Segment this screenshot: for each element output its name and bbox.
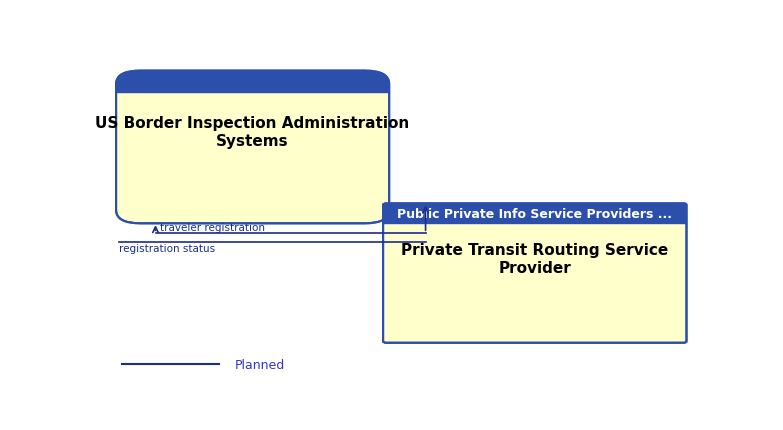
Text: traveler registration: traveler registration <box>161 222 265 232</box>
FancyBboxPatch shape <box>383 204 687 223</box>
Bar <box>116 81 389 93</box>
Text: Public Private Info Service Providers ...: Public Private Info Service Providers ..… <box>397 207 673 220</box>
Text: US Border Inspection Administration
Systems: US Border Inspection Administration Syst… <box>96 116 410 148</box>
FancyBboxPatch shape <box>116 71 389 224</box>
Text: registration status: registration status <box>119 244 215 254</box>
FancyBboxPatch shape <box>383 204 687 343</box>
Text: Planned: Planned <box>234 358 285 371</box>
Bar <box>383 212 687 223</box>
FancyBboxPatch shape <box>116 71 389 93</box>
Text: Private Transit Routing Service
Provider: Private Transit Routing Service Provider <box>401 243 669 275</box>
